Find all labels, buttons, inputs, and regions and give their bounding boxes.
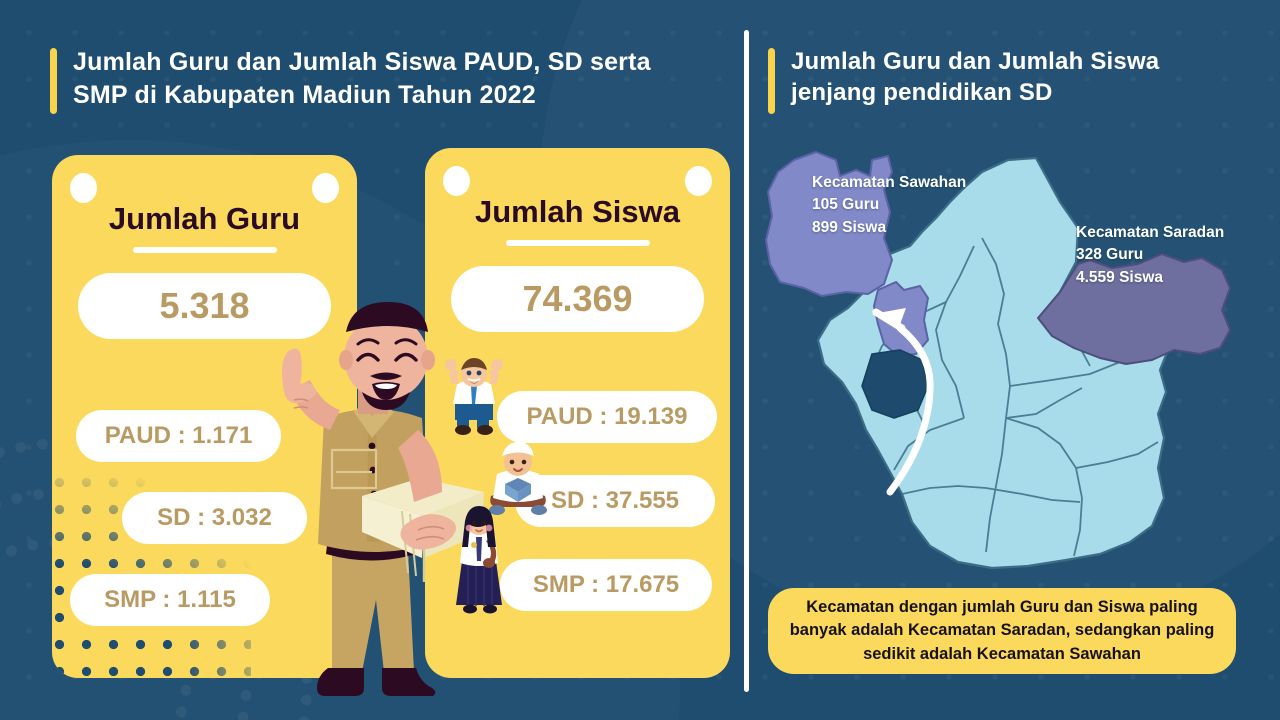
right-title-text: Jumlah Guru dan Jumlah Siswa jenjang pen… — [791, 48, 1160, 107]
card-jumlah-siswa: Jumlah Siswa 74.369 PAUD : 19.139 SD : 3… — [425, 148, 730, 678]
right-section-title: Jumlah Guru dan Jumlah Siswa jenjang pen… — [768, 46, 1238, 114]
siswa-paud-value: PAUD : 19.139 — [497, 391, 717, 443]
left-title-text: Jumlah Guru dan Jumlah Siswa PAUD, SD se… — [73, 48, 651, 109]
siswa-smp-value: SMP : 17.675 — [500, 559, 712, 611]
map-label-sawahan: Kecamatan Sawahan 105 Guru 899 Siswa — [812, 172, 966, 239]
left-section-title: Jumlah Guru dan Jumlah Siswa PAUD, SD se… — [50, 46, 710, 114]
card-jumlah-guru: Jumlah Guru 5.318 PAUD : 1.171 SD : 3.03… — [52, 155, 357, 678]
map-label-saradan: Kecamatan Saradan 328 Guru 4.559 Siswa — [1076, 222, 1224, 289]
siswa-sd-value: SD : 37.555 — [515, 475, 715, 527]
card-heading: Jumlah Guru — [108, 201, 301, 236]
guru-smp-value: SMP : 1.115 — [70, 574, 270, 626]
title-accent-bar — [50, 48, 57, 114]
guru-sd-value: SD : 3.032 — [122, 492, 307, 544]
saradan-teachers: 328 Guru — [1076, 246, 1144, 264]
card-punch-hole-left — [443, 166, 470, 196]
card-underline — [505, 240, 650, 246]
map-caption-text: Kecamatan dengan jumlah Guru dan Siswa p… — [789, 597, 1215, 663]
card-punch-hole-left — [70, 173, 97, 203]
total-guru-value: 5.318 — [78, 273, 331, 339]
total-siswa-value: 74.369 — [451, 266, 704, 332]
section-divider — [744, 30, 749, 692]
map-kabupaten-madiun — [765, 151, 1231, 570]
sawahan-name: Kecamatan Sawahan — [812, 174, 967, 191]
card-heading: Jumlah Siswa — [474, 194, 681, 229]
card-underline — [132, 247, 277, 253]
guru-paud-value: PAUD : 1.171 — [76, 410, 281, 462]
map-caption-box: Kecamatan dengan jumlah Guru dan Siswa p… — [768, 588, 1236, 674]
card-punch-hole-right — [312, 173, 339, 203]
sawahan-teachers: 105 Guru — [812, 196, 880, 214]
card-punch-hole-right — [685, 166, 712, 196]
sawahan-students: 899 Siswa — [812, 218, 887, 236]
saradan-students: 4.559 Siswa — [1076, 268, 1164, 286]
title-accent-bar — [768, 48, 775, 114]
saradan-name: Kecamatan Saradan — [1076, 224, 1225, 241]
